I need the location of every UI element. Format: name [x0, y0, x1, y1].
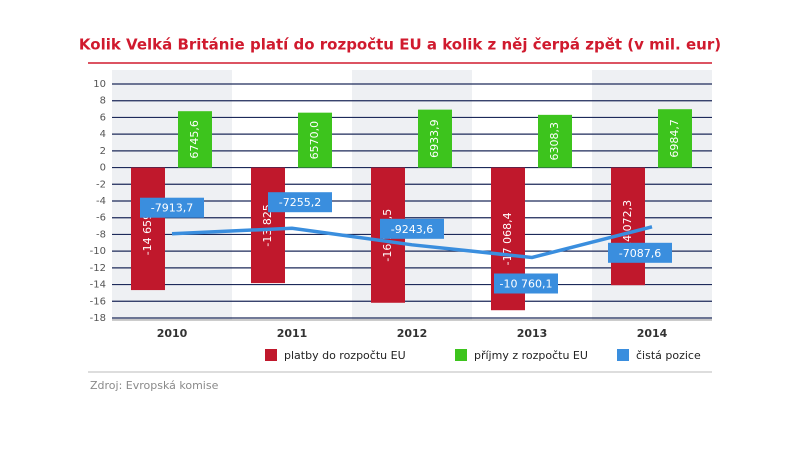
line [171, 225, 653, 260]
value-label-box [140, 197, 204, 218]
bar-value-label: 6745,6 [188, 120, 201, 159]
value-label-box [494, 273, 558, 294]
y-tick-label: -10 [90, 246, 106, 257]
value-label-box [608, 242, 672, 263]
bar [178, 111, 212, 168]
bar [611, 167, 645, 286]
bar-value-label: -17 068,4 [501, 212, 514, 265]
bar-value-label: -13 825 [261, 204, 274, 246]
y-tick-label: 4 [100, 129, 106, 140]
y-tick-label: 2 [100, 146, 106, 157]
x-tick-label: 2013 [517, 327, 548, 340]
value-label-box [268, 192, 332, 213]
source: Zdroj: Evropská komise [90, 379, 219, 392]
bar [298, 112, 332, 168]
y-tick-label: 6 [100, 112, 106, 123]
bar-value-label: 6984,7 [668, 119, 681, 158]
bar [538, 114, 572, 168]
value-label-box [380, 218, 444, 239]
legend-swatch [617, 349, 629, 361]
bar [251, 167, 285, 284]
legend-swatch [265, 349, 277, 361]
y-tick-label: 0 [100, 163, 106, 174]
bar-value-label: 6933,9 [428, 119, 441, 158]
y-tick-label: -4 [96, 196, 106, 207]
line-value-label: -10 760,1 [500, 277, 553, 290]
bar [131, 167, 165, 291]
x-tick-label: 2012 [397, 327, 428, 340]
band [352, 70, 472, 320]
legend-label: čistá pozice [636, 349, 701, 362]
legend-label: příjmy z rozpočtu EU [474, 349, 588, 362]
y-tick-label: 10 [93, 79, 106, 90]
legend-label: platby do rozpočtu EU [284, 349, 406, 362]
line-value-label: -7913,7 [151, 202, 193, 215]
y-tick-label: -16 [90, 296, 106, 307]
y-tick-label: 8 [100, 96, 106, 107]
band [592, 70, 712, 320]
bar [418, 109, 452, 168]
legend-swatch [455, 349, 467, 361]
line-value-label: -7087,6 [619, 247, 661, 260]
bar-value-label: -14 072,3 [621, 200, 634, 253]
y-tick-label: -6 [96, 213, 106, 224]
bar-value-label: 6308,3 [548, 122, 561, 161]
y-tick-label: -8 [96, 229, 106, 240]
y-tick-label: -18 [90, 313, 106, 324]
y-tick-label: -12 [90, 263, 106, 274]
line-value-label: -9243,6 [391, 223, 433, 236]
x-tick-label: 2011 [277, 327, 308, 340]
bar [658, 109, 692, 168]
band [112, 70, 232, 320]
bar-value-label: 6570,0 [308, 121, 321, 160]
y-tick-label: -14 [90, 280, 106, 291]
y-tick-label: -2 [96, 179, 106, 190]
chart-title: Kolik Velká Británie platí do rozpočtu E… [79, 36, 721, 54]
x-tick-label: 2014 [637, 327, 668, 340]
line-value-label: -7255,2 [279, 196, 321, 209]
x-tick-label: 2010 [157, 327, 188, 340]
